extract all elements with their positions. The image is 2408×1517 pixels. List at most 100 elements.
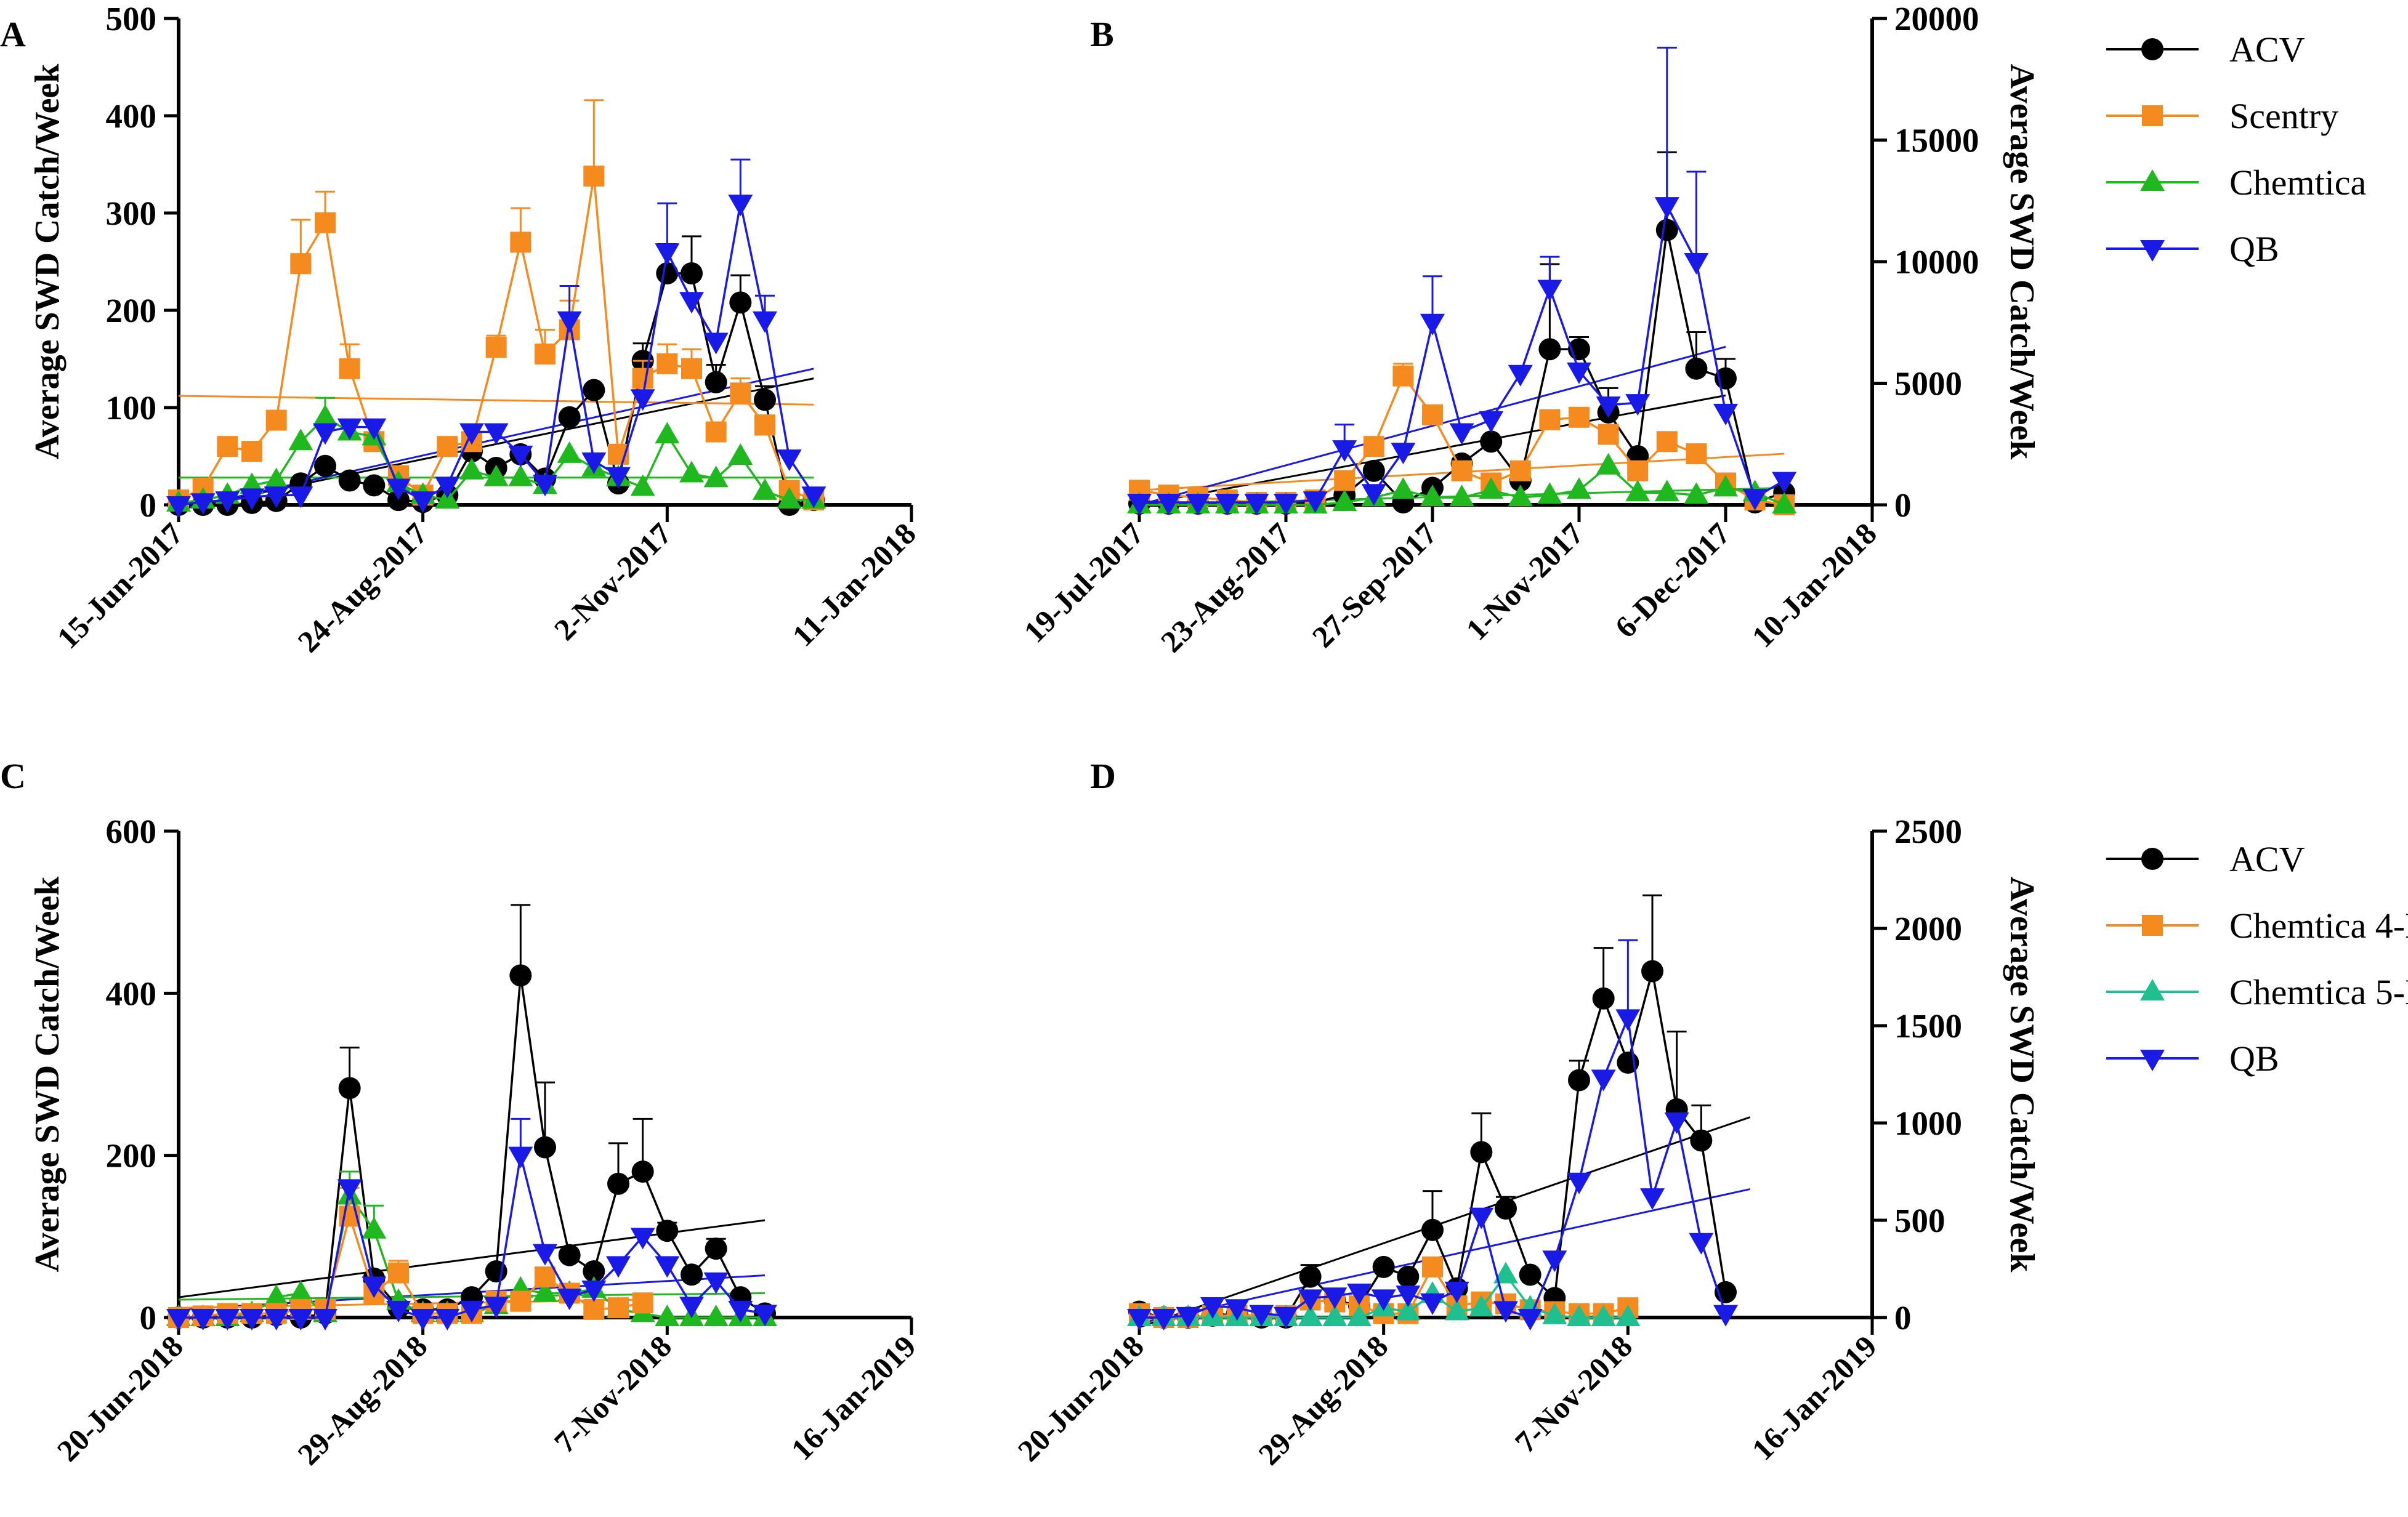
- data-point: [655, 1305, 680, 1326]
- data-point: [1451, 460, 1473, 481]
- data-point: [315, 212, 336, 233]
- data-point: [265, 409, 287, 431]
- panel-letter: B: [1090, 14, 1114, 54]
- data-point: [1214, 494, 1240, 516]
- data-point: [1372, 1255, 1395, 1278]
- data-point: [288, 1280, 313, 1302]
- data-point: [557, 311, 582, 333]
- data-point: [1690, 1129, 1713, 1152]
- data-point: [508, 1146, 533, 1169]
- data-point: [703, 1272, 729, 1294]
- data-point: [1274, 1306, 1298, 1329]
- data-point: [1322, 1287, 1347, 1310]
- data-point: [1542, 1250, 1567, 1273]
- data-point: [190, 493, 216, 515]
- x-tick-label: 1-Nov-2017: [1459, 516, 1590, 646]
- y-axis-label: Average SWD Catch/Week: [28, 63, 67, 460]
- y-tick-label: 1000: [1894, 1105, 1962, 1142]
- data-point: [1772, 472, 1797, 494]
- data-point: [241, 441, 262, 462]
- data-point: [753, 311, 777, 333]
- legend-marker: [2140, 979, 2165, 1000]
- panel-A: A 0 100 200 300 400 500 15-Jun-2017 24-Aug-2017 2…: [0, 0, 923, 659]
- data-point: [533, 1244, 557, 1266]
- data-point: [483, 464, 509, 486]
- data-point: [557, 1289, 582, 1311]
- legend-item: Chemtica 5-Bag: [2106, 972, 2408, 1012]
- data-point: [1396, 1286, 1421, 1308]
- data-point: [1444, 1281, 1469, 1303]
- data-point: [729, 291, 752, 314]
- data-point: [679, 292, 704, 314]
- data-point: [679, 1297, 704, 1319]
- data-point: [1713, 1305, 1738, 1327]
- y-tick-label: 2500: [1894, 813, 1962, 850]
- data-point: [1469, 1207, 1494, 1229]
- data-point: [240, 488, 264, 510]
- data-point: [606, 1256, 631, 1278]
- data-point: [1592, 987, 1615, 1010]
- data-point: [754, 388, 776, 411]
- trendline-scentry: [178, 395, 814, 406]
- data-point: [1689, 1233, 1714, 1255]
- data-point: [483, 1297, 509, 1319]
- data-point: [583, 1260, 605, 1282]
- data-point: [1519, 1263, 1541, 1286]
- data-point: [728, 195, 753, 217]
- data-point: [1625, 394, 1650, 416]
- legend-item: QB: [2106, 229, 2279, 269]
- x-tick-label: 20-Jun-2018: [1011, 1329, 1150, 1468]
- data-point: [1537, 280, 1562, 302]
- data-point: [1396, 1298, 1421, 1321]
- legend: ACV Chemtica 4-Bag Chemtica 5-Bag QB: [2106, 839, 2408, 1079]
- data-point: [1299, 1265, 1322, 1288]
- data-point: [583, 379, 605, 401]
- data-point: [581, 452, 607, 474]
- data-point: [1591, 1069, 1616, 1092]
- legend: ACV Scentry Chemtica QB: [2106, 30, 2366, 269]
- data-point: [215, 491, 240, 513]
- panel-D: D 0 500 1000 1500 2000 2500 20-Jun-2018 29-Aug-2…: [1011, 756, 2408, 1471]
- data-point: [1656, 431, 1678, 453]
- data-point: [1615, 1009, 1641, 1031]
- series-scentry: [168, 99, 825, 511]
- data-point: [338, 469, 361, 492]
- legend-label: QB: [2229, 1039, 2279, 1079]
- legend-item: Scentry: [2106, 96, 2338, 136]
- data-point: [510, 1290, 531, 1312]
- data-point: [1469, 1295, 1494, 1317]
- series-qb: [1127, 46, 1797, 516]
- data-point: [630, 1228, 655, 1250]
- data-point: [339, 358, 360, 379]
- y-tick-label: 0: [1894, 1299, 1912, 1337]
- data-point: [1542, 1302, 1567, 1324]
- data-point: [703, 465, 729, 488]
- data-point: [630, 389, 655, 411]
- data-point: [728, 1300, 753, 1322]
- data-point: [606, 467, 631, 489]
- data-point: [1537, 482, 1562, 504]
- data-point: [1508, 364, 1533, 387]
- data-point: [608, 1297, 629, 1319]
- data-point: [630, 474, 655, 496]
- data-point: [314, 454, 336, 477]
- data-point: [1742, 489, 1768, 511]
- data-point: [1591, 1305, 1616, 1326]
- x-tick-label: 16-Jan-2019: [785, 1329, 923, 1467]
- data-point: [1664, 1112, 1689, 1134]
- data-point: [337, 418, 362, 440]
- data-point: [1538, 338, 1561, 361]
- data-point: [1363, 436, 1384, 457]
- y-tick-label: 15000: [1894, 122, 1979, 159]
- y-axis-label: Average SWD Catch/Week: [28, 876, 67, 1273]
- x-tick-label: 10-Jan-2018: [1745, 516, 1883, 654]
- legend-marker: [2142, 105, 2163, 126]
- legend-marker: [2141, 848, 2164, 870]
- data-point: [288, 486, 313, 509]
- y-tick-label: 1500: [1894, 1007, 1962, 1045]
- data-point: [190, 1309, 216, 1330]
- data-point: [535, 1266, 556, 1288]
- data-point: [1567, 1172, 1591, 1194]
- data-point: [435, 1309, 460, 1330]
- data-point: [558, 406, 581, 429]
